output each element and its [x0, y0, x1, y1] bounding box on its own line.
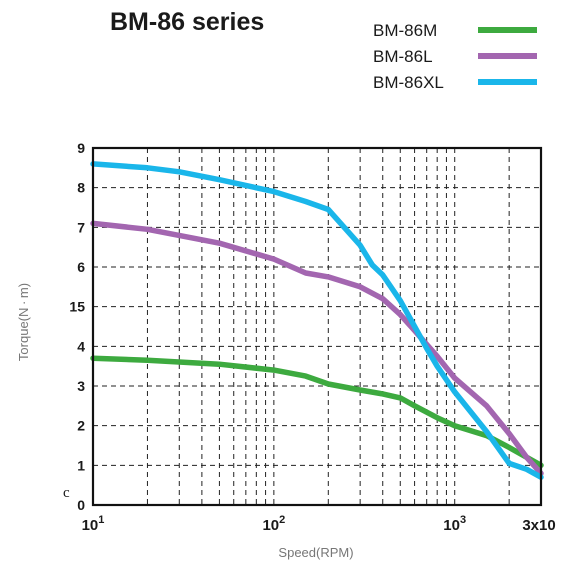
series-line-bm-86xl [90, 161, 544, 480]
x-tick-label: 103 [443, 514, 466, 534]
y-tick-label: 3 [77, 378, 85, 394]
y-tick-label: 15 [69, 299, 85, 315]
legend-label: BM-86L [373, 47, 433, 66]
series-line-bm-86m [90, 355, 544, 469]
x-tick-label: 102 [262, 514, 285, 534]
legend-label: BM-86XL [373, 73, 444, 92]
x-axis-label: Speed(RPM) [278, 545, 353, 560]
x-tick-label: 101 [82, 514, 105, 534]
chart-title: BM-86 series [110, 8, 264, 36]
y-tick-label: 9 [77, 140, 85, 156]
plot-frame [91, 146, 543, 507]
legend-label: BM-86M [373, 21, 437, 40]
series-line-bm-86l [90, 220, 544, 477]
legend: BM-86M BM-86L BM-86XL [373, 21, 537, 92]
y-tick-label: 6 [77, 259, 85, 275]
y-axis-label: Torque(N · m) [16, 283, 31, 361]
x-axis-ticks: 101 102 103 3x10 [82, 514, 556, 534]
y-tick-label: 0 [77, 497, 85, 513]
y-tick-label: 4 [77, 338, 85, 354]
y-tick-label: 2 [77, 418, 85, 434]
x-tick-label: 3x10 [522, 517, 555, 534]
y-tick-label: 8 [77, 180, 85, 196]
y-axis-ticks: 0 1 2 3 4 15 6 7 8 9 [69, 140, 85, 513]
stray-character: c [63, 485, 70, 501]
series-layer [90, 161, 544, 480]
y-tick-label: 7 [77, 219, 85, 235]
grid [93, 148, 541, 505]
y-tick-label: 1 [77, 457, 85, 473]
